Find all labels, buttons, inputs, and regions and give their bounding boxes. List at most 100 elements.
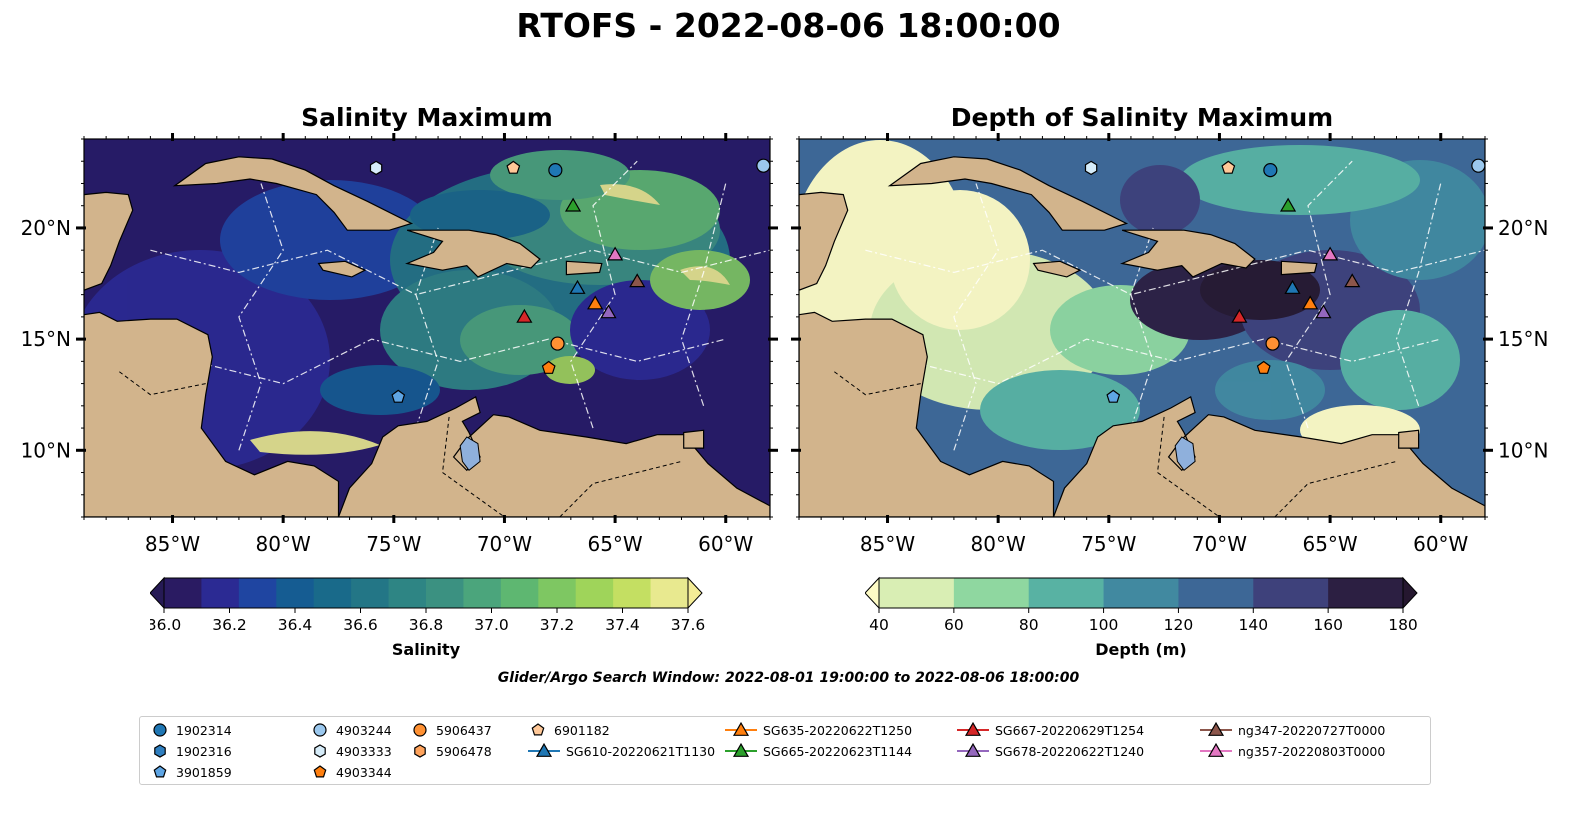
- legend-symbol: [957, 721, 989, 736]
- central-america-land: [799, 311, 1055, 517]
- legend-item: 3901859: [150, 763, 232, 781]
- marker-4903244: [1471, 158, 1485, 173]
- legend-item: 4903244: [310, 721, 392, 739]
- lat-tick-label: 10°N: [21, 438, 71, 462]
- salinity-colorbar-tick-label: 36.8: [409, 616, 444, 634]
- marker-sg665-20220623t1144: [564, 197, 582, 212]
- florida-tip-land: [961, 110, 994, 128]
- legend-item: 4903344: [310, 763, 392, 781]
- marker-ng357-20220803t0000: [1207, 742, 1225, 757]
- puerto-rico-land: [565, 260, 603, 276]
- depth-colorbar-tick-label: 140: [1238, 616, 1268, 634]
- salinity-colorbar-swatch: [613, 578, 652, 608]
- marker-ng347-20220727t0000: [629, 273, 646, 288]
- trinidad-land: [1398, 429, 1420, 449]
- cuba-land: [172, 156, 414, 231]
- salinity-colorbar-tick-label: 36.4: [278, 616, 313, 634]
- marker-sg635-20220622t1250: [587, 295, 604, 310]
- legend-symbol: [957, 742, 989, 757]
- salinity-colorbar-swatch: [650, 578, 689, 608]
- marker-3901859: [391, 389, 406, 403]
- lon-tick-label: 60°W: [698, 532, 753, 556]
- marker-3901859: [153, 765, 167, 778]
- legend-item: ng347-20220727T0000: [1200, 721, 1385, 739]
- salinity-colorbar-swatch: [388, 578, 427, 608]
- salinity-colorbar-tick-label: 37.0: [474, 616, 509, 634]
- legend-item: 1902314: [150, 721, 232, 739]
- legend-label: 3901859: [176, 764, 232, 780]
- left-panel-title: Salinity Maximum: [301, 103, 553, 132]
- salinity-colorbar-swatch: [238, 578, 277, 608]
- marker-6901182: [531, 723, 545, 736]
- legend-label: 1902316: [176, 743, 232, 759]
- lake-maracaibo: [1174, 436, 1196, 472]
- legend-item: 1902316: [150, 742, 232, 760]
- depth-colorbar-tick-label: 120: [1164, 616, 1194, 634]
- marker-3901859: [1106, 389, 1121, 403]
- legend-item: 4903333: [310, 742, 392, 760]
- legend-symbol: [528, 742, 560, 757]
- salinity-colorbar: 36.0 36.2 36.4 36.6 36.8 37.0 37.2 37.4 37.6: [150, 576, 705, 634]
- marker-6901182: [506, 160, 521, 174]
- legend-symbol: [725, 721, 757, 736]
- salinity-colorbar-swatch: [201, 578, 240, 608]
- hispaniola-land: [405, 229, 541, 278]
- map-overlay: [84, 156, 770, 517]
- legend-symbol: [154, 744, 166, 758]
- marker-sg635-20220622t1250: [1302, 295, 1319, 310]
- legend-item: SG678-20220622T1240: [957, 742, 1144, 760]
- legend-label: SG610-20220621T1130: [566, 743, 716, 759]
- salinity-field: [84, 150, 750, 470]
- legend-symbol: [1200, 721, 1232, 736]
- marker-ng357-20220803t0000: [607, 246, 624, 261]
- marker-sg610-20220621t1130: [1284, 279, 1301, 294]
- legend-symbol: [413, 723, 427, 737]
- salinity-colorbar-tick-label: 36.2: [212, 616, 247, 634]
- legend-item: SG667-20220629T1254: [957, 721, 1144, 739]
- depth-colorbar-swatch: [1328, 578, 1404, 608]
- marker-5906478: [414, 744, 426, 758]
- legend-symbol: [153, 723, 167, 737]
- lat-tick-label: 20°N: [21, 216, 71, 240]
- legend-label: ng357-20220803T0000: [1238, 743, 1386, 759]
- marker-5906478: [499, 110, 510, 123]
- lon-tick-label: 65°W: [587, 532, 642, 556]
- marker-1902314: [548, 163, 563, 178]
- depth-colorbar-swatch: [1253, 578, 1329, 608]
- legend-item: ng357-20220803T0000: [1200, 742, 1385, 760]
- lon-tick-label: 80°W: [256, 532, 311, 556]
- depth-colorbar-label: Depth (m): [1095, 640, 1187, 659]
- legend-label: 6901182: [554, 722, 610, 738]
- legend-item: 6901182: [528, 721, 610, 739]
- salinity-colorbar-swatch: [463, 578, 502, 608]
- depth-colorbar-tick-label: 180: [1388, 616, 1418, 634]
- legend-label: ng347-20220727T0000: [1238, 722, 1386, 738]
- marker-sg667-20220629t1254: [1231, 308, 1248, 323]
- marker-ng357-20220803t0000: [1322, 246, 1339, 261]
- marker-1902314: [153, 723, 167, 737]
- yucatan-land: [84, 191, 134, 291]
- salinity-colorbar-swatch: [276, 578, 315, 608]
- marker-ng347-20220727t0000: [1344, 273, 1361, 288]
- legend-label: SG667-20220629T1254: [995, 722, 1145, 738]
- marker-5906437: [413, 723, 427, 737]
- map-overlay: [799, 110, 1485, 517]
- lat-tick-label: 15°N: [21, 327, 71, 351]
- marker-4903344: [1256, 360, 1271, 374]
- map-frame: [83, 138, 771, 518]
- salinity-colorbar-under-extend: [150, 576, 165, 610]
- depth-colorbar-swatch: [879, 578, 955, 608]
- salinity-colorbar-swatch: [313, 578, 352, 608]
- legend-symbol: [313, 723, 327, 737]
- marker-sg667-20220629t1254: [964, 721, 982, 736]
- marker-4903333: [314, 744, 326, 758]
- trinidad-land: [683, 429, 705, 449]
- legend-label: SG635-20220622T1250: [763, 722, 913, 738]
- marker-1902316: [78, 121, 89, 134]
- legend-item: SG610-20220621T1130: [528, 742, 715, 760]
- marker-6901182: [1221, 160, 1236, 174]
- marker-5906437: [550, 336, 565, 351]
- marker-4903244: [756, 158, 770, 173]
- yucatan-land: [799, 191, 849, 291]
- marker-sg667-20220629t1254: [516, 308, 533, 323]
